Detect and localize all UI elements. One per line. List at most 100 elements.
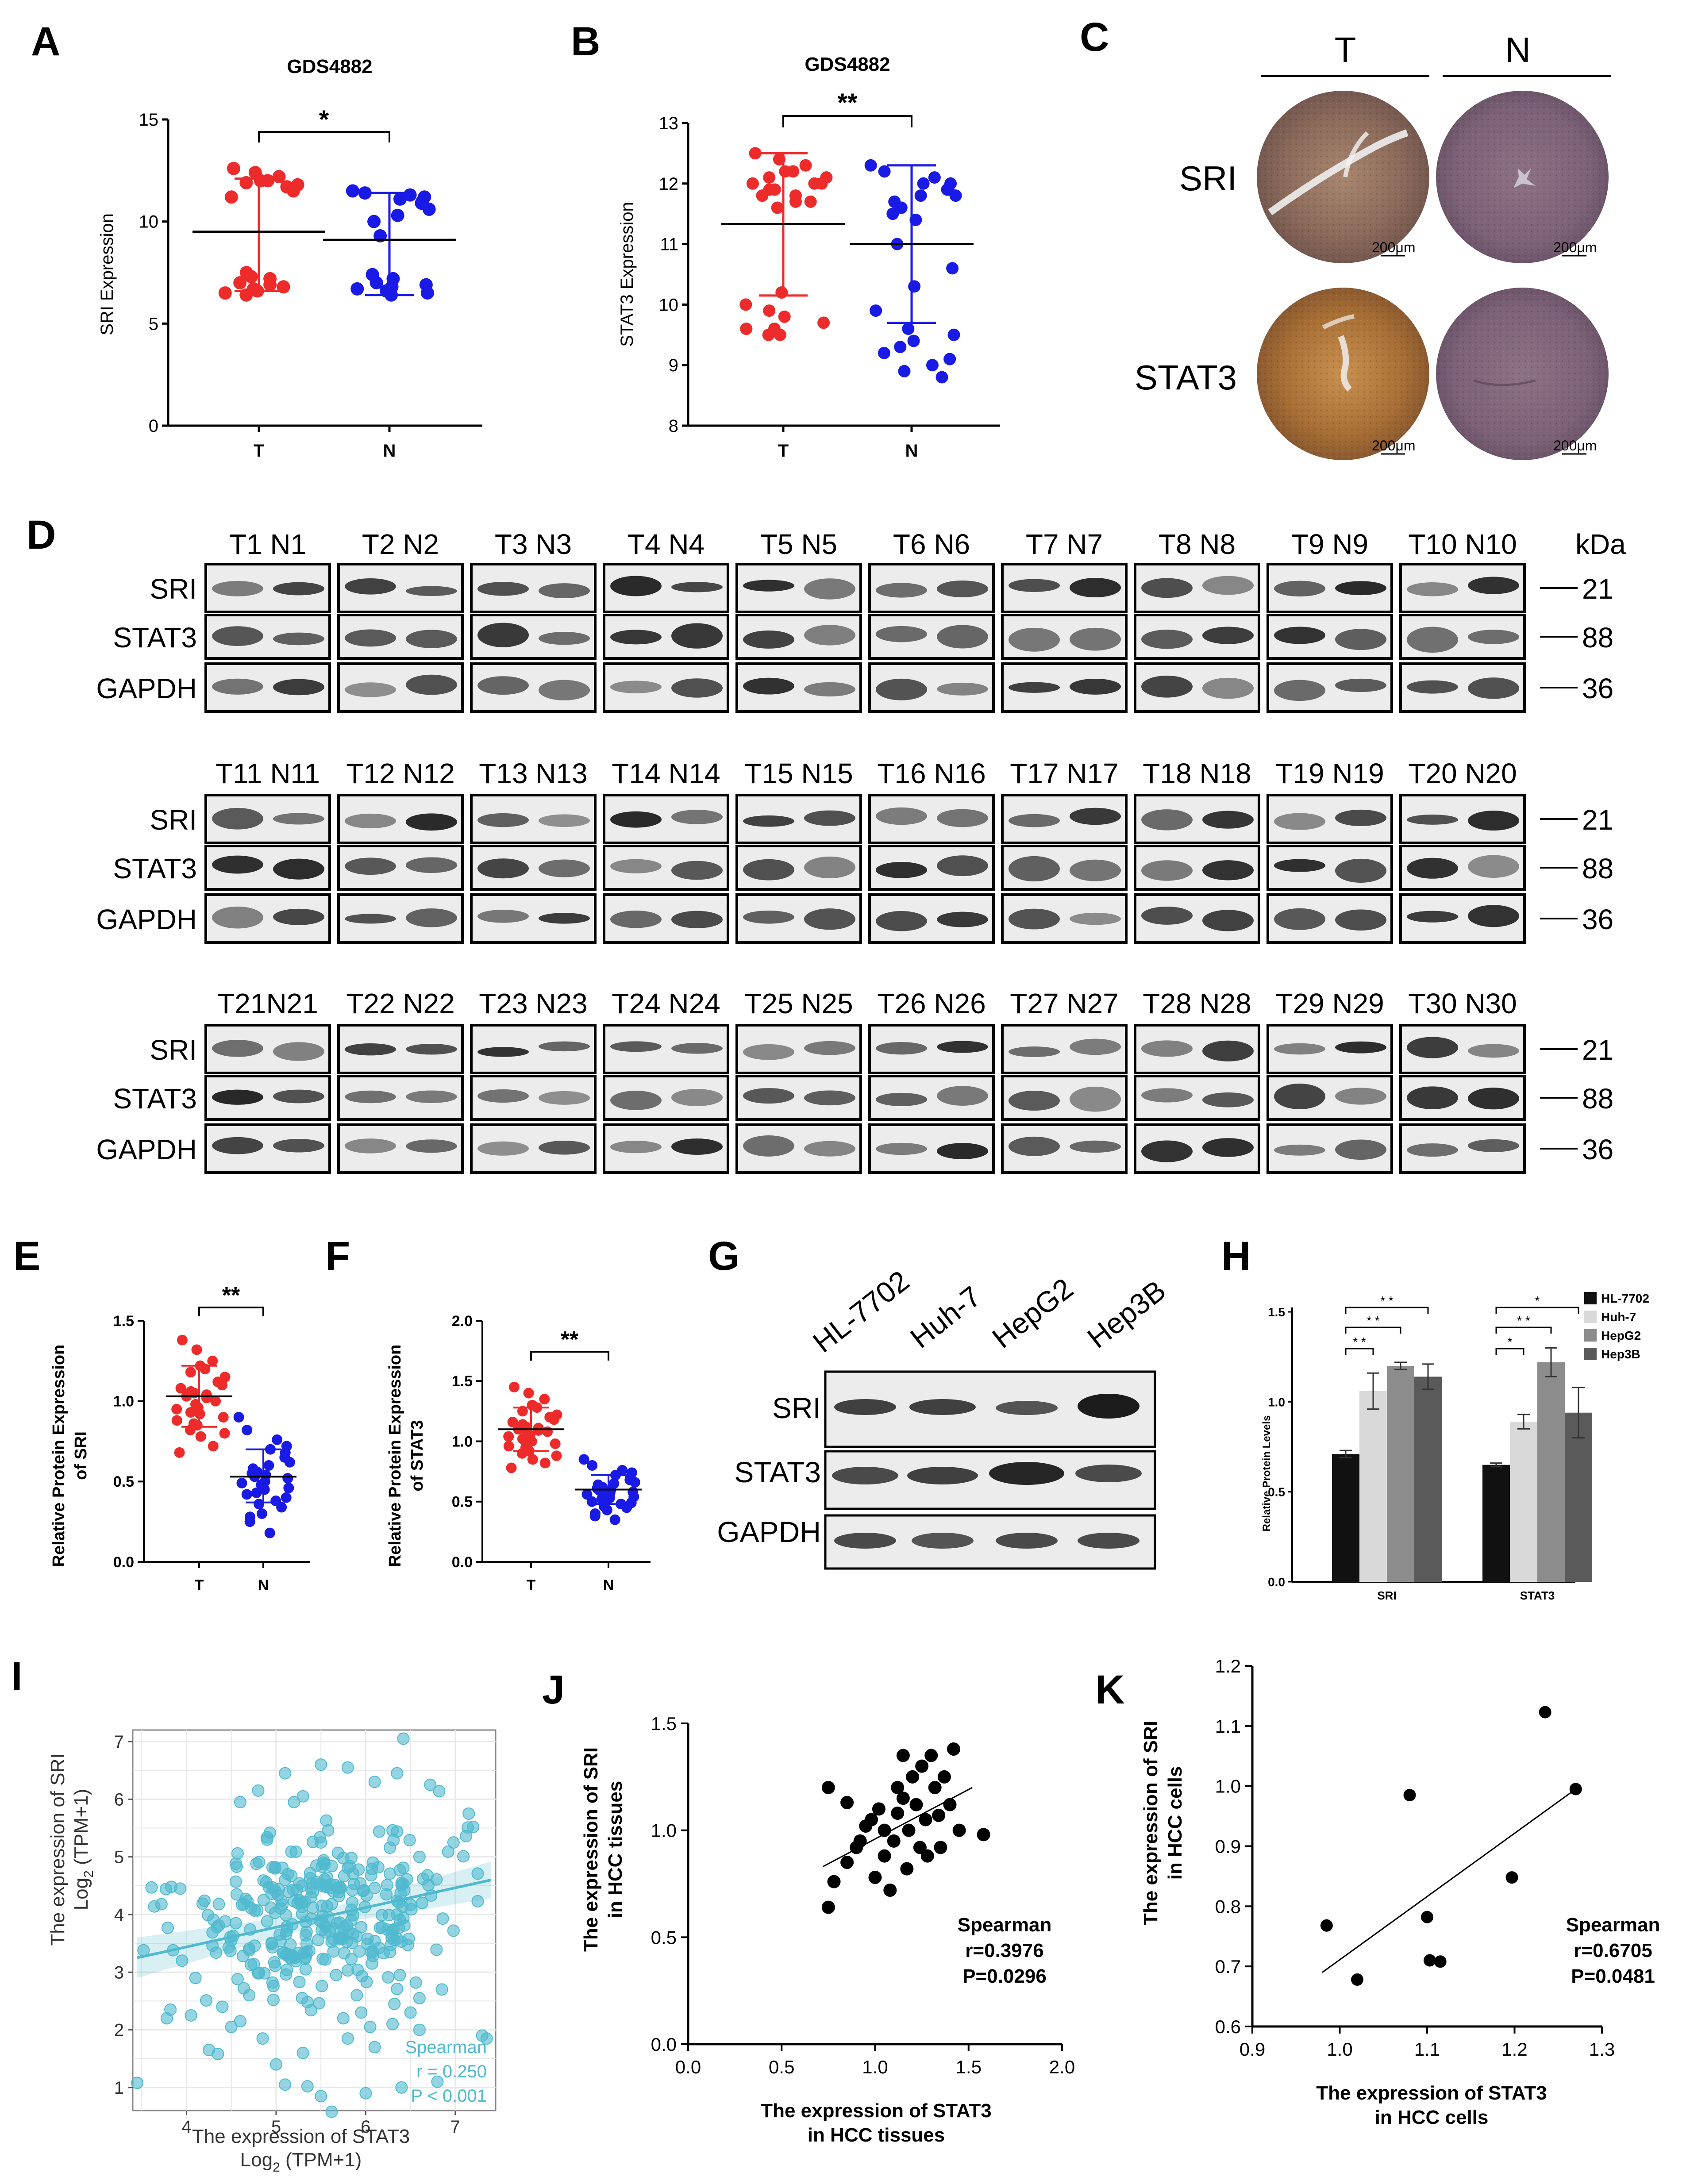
y-axis-label: of STAT3 [408,1420,427,1491]
data-point [287,1883,300,1896]
protein-band [1468,1088,1519,1110]
data-point [503,1441,514,1452]
data-point [171,1403,182,1415]
protein-band [876,626,927,642]
data-point [1351,1973,1363,1986]
y-axis-label: Relative Protein Expression [50,1345,68,1567]
protein-band [671,810,723,824]
protein-band [1141,1088,1193,1103]
data-point [815,177,828,190]
data-point [430,1943,443,1956]
data-point [421,1869,434,1882]
scale-bar-label: 200μm [1553,239,1597,255]
y-axis-label: in HCC cells [1164,1766,1186,1880]
bar [1482,1465,1510,1582]
data-point [517,1434,528,1445]
protein-band [610,681,662,693]
lane-label: T30 N30 [1408,988,1517,1019]
data-point [230,1888,243,1901]
lane-label: T18 N18 [1143,757,1251,789]
protein-band [1468,811,1519,831]
protein-band [937,1086,988,1106]
protein-band [1274,1084,1325,1109]
protein-band [1274,859,1325,872]
data-point [177,1334,188,1346]
y-tick-label: 5 [149,314,158,334]
data-point [195,1431,206,1442]
data-point [531,1402,543,1413]
data-point [549,1414,560,1425]
panel-letter-c: C [1080,15,1109,60]
data-point [260,1876,273,1888]
protein-band [406,813,457,831]
protein-band [212,906,263,929]
data-point [887,1834,901,1848]
y-tick-label: 11 [660,235,678,254]
protein-band [345,629,396,647]
lane-label: T29 N29 [1275,988,1384,1019]
lane-label: T3 N3 [495,528,572,560]
stat-label: Spearman [958,1914,1052,1936]
data-point [909,213,922,226]
data-point [264,1527,275,1538]
protein-band [804,682,855,697]
data-point [359,2087,372,2099]
protein-band [1468,577,1519,594]
legend-swatch [1584,1329,1597,1342]
protein-band [1141,809,1193,831]
protein-band [1468,677,1519,699]
protein-band [937,809,988,827]
x-tick-label: 0.5 [769,2057,794,2077]
data-point [896,1792,910,1805]
data-point [771,201,784,214]
protein-band [212,1137,263,1154]
data-point [200,1994,213,2007]
data-point [391,1767,404,1780]
x-tick-label: 0.9 [1240,2039,1265,2060]
bar [1387,1366,1414,1582]
kda-value: 36 [1582,904,1613,935]
data-point [373,1921,386,1934]
data-point [264,1901,277,1914]
data-point [351,1964,364,1976]
data-point [267,1993,280,2006]
data-point [1421,1911,1433,1923]
y-tick-label: 0.0 [113,1554,134,1571]
protein-band [1070,627,1121,651]
protein-band [743,815,794,827]
panel-letter-f: F [325,1234,350,1279]
ihc-image-sri-normal [1436,91,1609,263]
protein-band [671,582,723,592]
protein-band [1335,629,1386,650]
data-point [239,176,253,190]
y-tick-label: 1.0 [1215,1776,1241,1797]
data-point [256,2032,269,2045]
data-point [304,1872,316,1884]
data-point [799,159,812,172]
data-point [338,1869,350,1882]
y-tick-label: 0.5 [113,1473,134,1490]
data-point [413,2023,426,2036]
protein-band [1468,1044,1519,1058]
data-point [367,215,381,228]
data-point [787,165,800,178]
protein-band [273,813,324,825]
stat-label: Spearman [405,2038,487,2057]
y-axis-label: Relative Protein Levels [1261,1415,1273,1532]
panel-letter-d: D [27,512,56,558]
data-point [207,1355,218,1366]
data-point [746,177,759,190]
y-tick-label: 0.5 [452,1494,473,1511]
x-tick-label: 4 [181,2117,191,2137]
data-point [394,1887,407,1899]
protein-band [1274,1043,1325,1055]
data-point [189,1972,202,1984]
significance-bracket: ** [782,88,912,127]
data-point [872,1802,885,1816]
significance-bracket [1345,1327,1401,1334]
protein-band [477,623,529,647]
data-point [131,2076,144,2089]
protein-band [1070,678,1121,695]
data-point [878,165,891,178]
protein-band [671,1043,723,1054]
